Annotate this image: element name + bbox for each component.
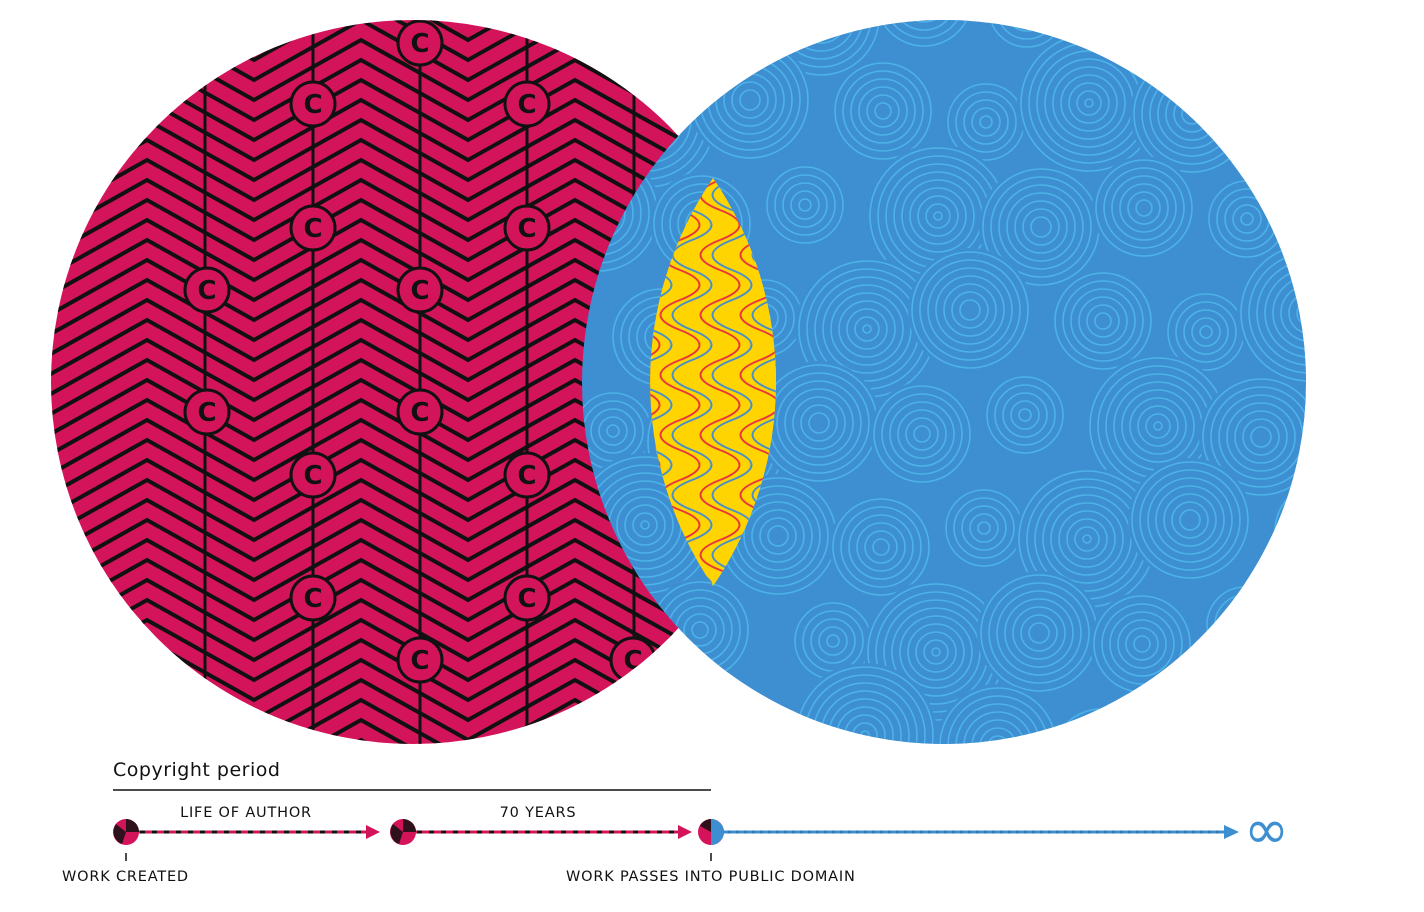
svg-text:C: C [410,29,429,59]
copyright-period-title: Copyright period [113,759,281,781]
svg-text:C: C [410,276,429,306]
copyright-c-icon: C [503,451,551,499]
svg-text:C: C [303,90,322,120]
timeline-arrow-3 [1224,825,1239,839]
timeline-node-public-domain [698,819,724,845]
svg-text:C: C [517,461,536,491]
copyright-c-icon: C [289,574,337,622]
svg-text:C: C [623,29,642,59]
copyright-c-icon: C [396,388,444,436]
infinity-icon: ∞ [1244,798,1289,861]
svg-text:C: C [517,584,536,614]
svg-text:C: C [517,90,536,120]
copyright-c-icon: C [396,266,444,314]
svg-text:C: C [197,398,216,428]
copyright-c-icon: C [183,388,231,436]
timeline-node-author-death [390,819,416,845]
svg-text:C: C [303,214,322,244]
svg-text:C: C [303,461,322,491]
copyright-c-icon: C [289,80,337,128]
timeline-arrow-1 [366,825,380,839]
svg-text:C: C [410,398,429,428]
svg-text:C: C [517,214,536,244]
copyright-c-icon: C [183,266,231,314]
timeline-node-created [113,819,139,845]
copyright-c-icon: C [396,636,444,684]
life-of-author-label: LIFE OF AUTHOR [180,805,312,821]
timeline [113,819,1239,861]
copyright-c-icon: C [503,574,551,622]
copyright-circle-fill [51,20,775,744]
copyright-c-icon: C [609,636,657,684]
copyright-c-icon: C [503,204,551,252]
svg-text:C: C [303,584,322,614]
work-created-label: WORK CREATED [62,869,189,885]
copyright-c-icon: C [289,451,337,499]
timeline-arrow-2 [678,825,692,839]
svg-text:C: C [410,646,429,676]
svg-text:C: C [623,646,642,676]
copyright-c-icon: C [503,80,551,128]
seventy-years-label: 70 YEARS [499,805,577,821]
copyright-c-icon: C [289,204,337,252]
svg-text:C: C [197,276,216,306]
public-domain-label: WORK PASSES INTO PUBLIC DOMAIN [566,869,856,885]
copyright-c-icon: C [609,20,657,67]
copyright-c-icon: C [396,20,444,67]
